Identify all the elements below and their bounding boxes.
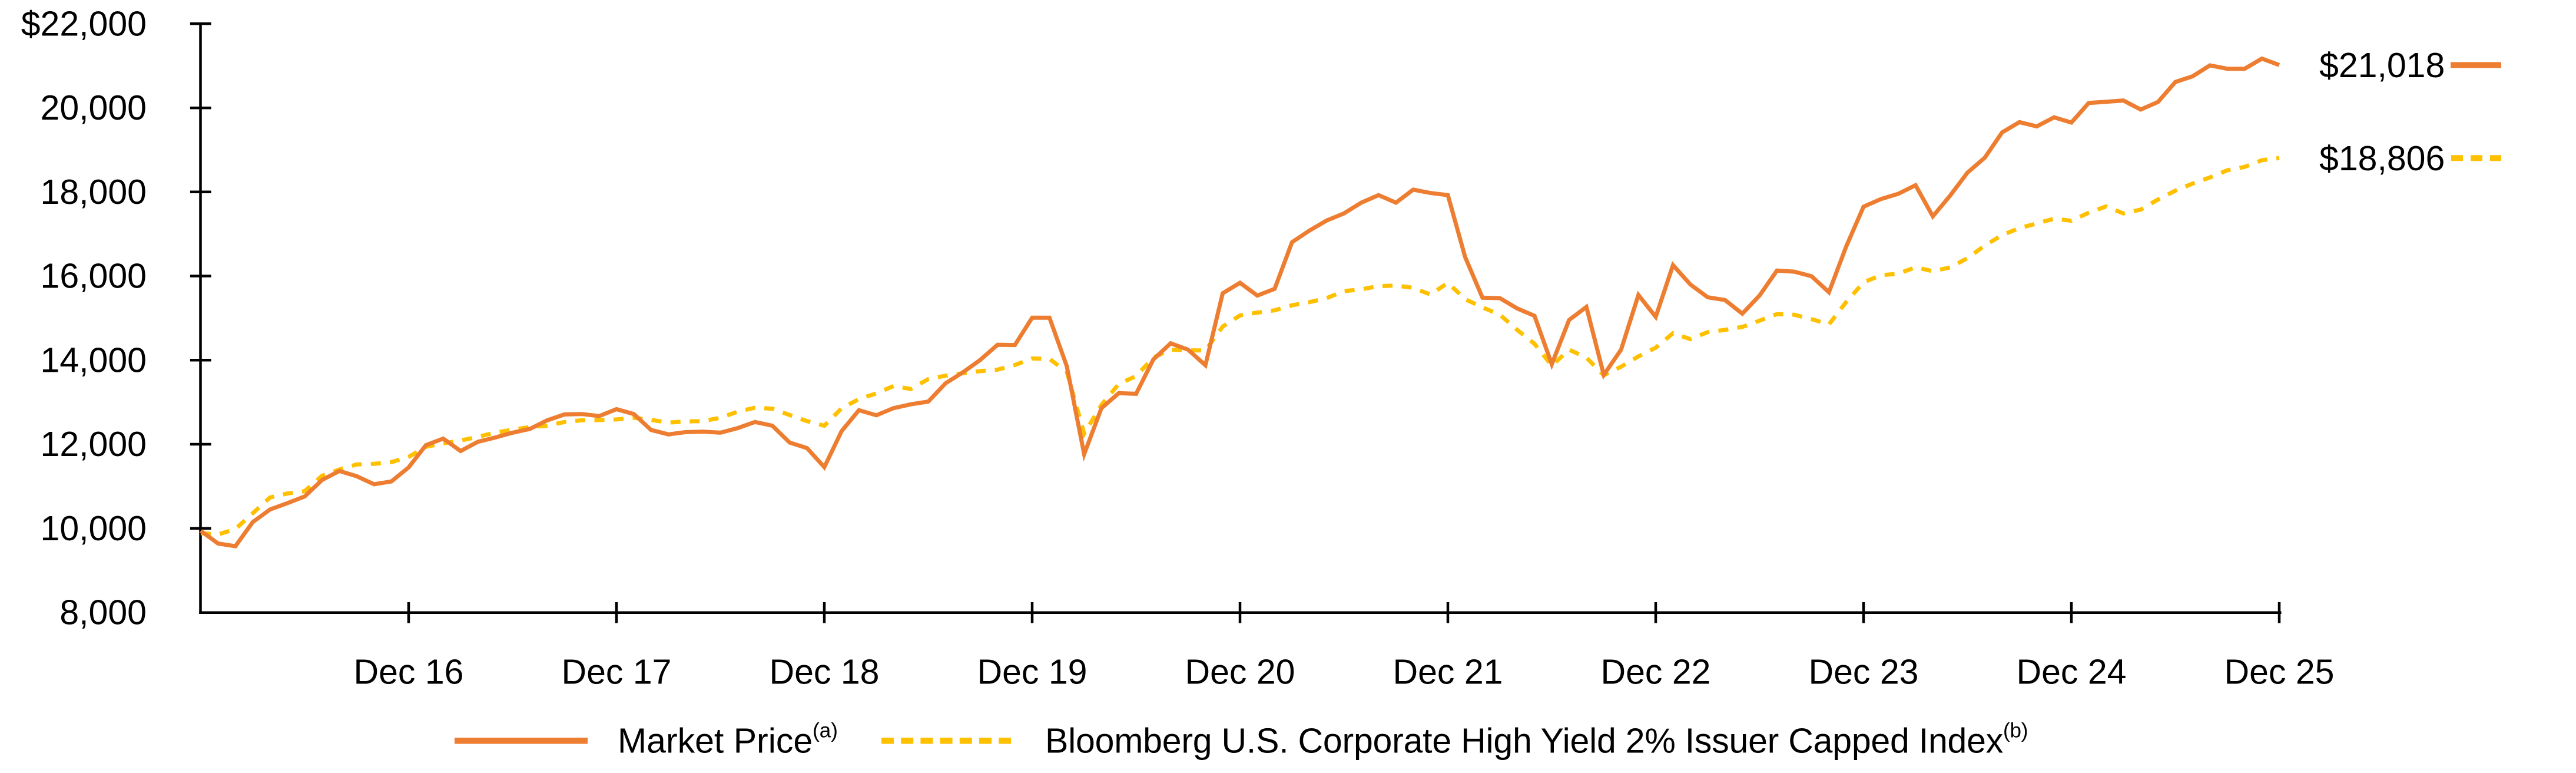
svg-text:14,000: 14,000 <box>41 341 147 379</box>
svg-text:Dec 20: Dec 20 <box>1185 653 1295 692</box>
svg-text:10,000: 10,000 <box>41 509 147 548</box>
svg-text:Dec 19: Dec 19 <box>977 653 1088 692</box>
svg-text:Dec 17: Dec 17 <box>562 653 672 692</box>
svg-text:20,000: 20,000 <box>41 88 147 127</box>
svg-text:Market Price(a): Market Price(a) <box>618 719 838 761</box>
svg-text:12,000: 12,000 <box>41 425 147 464</box>
svg-text:$18,806: $18,806 <box>2319 139 2445 178</box>
svg-text:Dec 22: Dec 22 <box>1601 653 1711 692</box>
svg-text:Bloomberg U.S. Corporate High: Bloomberg U.S. Corporate High Yield 2% I… <box>1045 719 2028 761</box>
svg-text:Dec 21: Dec 21 <box>1393 653 1503 692</box>
svg-text:8,000: 8,000 <box>59 593 147 632</box>
svg-text:Dec 16: Dec 16 <box>354 653 464 692</box>
svg-text:18,000: 18,000 <box>41 173 147 212</box>
svg-text:$22,000: $22,000 <box>21 4 147 43</box>
svg-text:$21,018: $21,018 <box>2319 46 2445 85</box>
svg-text:Dec 24: Dec 24 <box>2017 653 2127 692</box>
svg-text:Dec 23: Dec 23 <box>1809 653 1919 692</box>
svg-text:Dec 18: Dec 18 <box>770 653 880 692</box>
svg-text:Dec 25: Dec 25 <box>2224 653 2335 692</box>
svg-text:16,000: 16,000 <box>41 257 147 296</box>
